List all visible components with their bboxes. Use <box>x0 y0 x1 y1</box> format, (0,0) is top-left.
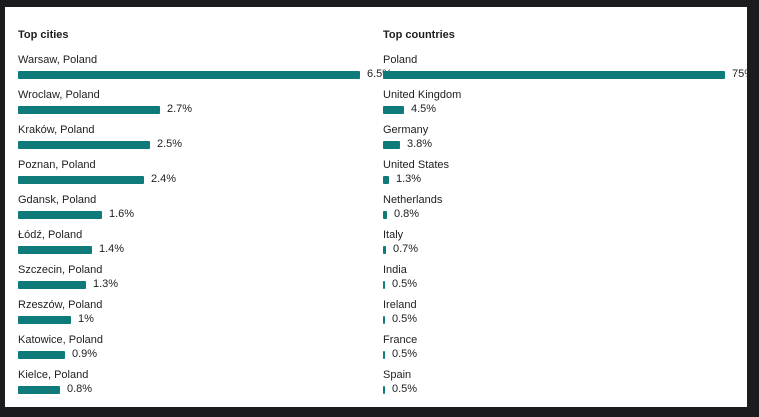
country-label: France <box>383 334 418 346</box>
city-value-label: 2.7% <box>167 103 193 115</box>
city-row: Warsaw, Poland 6.5% <box>18 54 392 89</box>
city-label: Gdansk, Poland <box>18 194 97 206</box>
country-row: United Kingdom 4.5% <box>383 89 740 124</box>
country-value-label: 0.5% <box>392 313 418 325</box>
city-label: Katowice, Poland <box>18 334 103 346</box>
country-row: United States 1.3% <box>383 159 740 194</box>
country-value-label: 0.5% <box>392 383 418 395</box>
country-bar <box>383 281 385 289</box>
country-row: Spain 0.5% <box>383 369 740 404</box>
country-label: Netherlands <box>383 194 443 206</box>
city-bar <box>18 316 71 324</box>
country-label: Ireland <box>383 299 417 311</box>
country-value-label: 4.5% <box>411 103 437 115</box>
city-row: Poznan, Poland 2.4% <box>18 159 378 194</box>
city-label: Łódź, Poland <box>18 229 83 241</box>
country-label: Italy <box>383 229 404 241</box>
country-label: Spain <box>383 369 412 381</box>
country-row: France 0.5% <box>383 334 740 369</box>
country-value-label: 75% <box>732 68 755 80</box>
city-label: Warsaw, Poland <box>18 54 98 66</box>
country-bar <box>383 141 400 149</box>
city-label: Kielce, Poland <box>18 369 89 381</box>
city-bar <box>18 351 65 359</box>
city-bar <box>18 281 86 289</box>
country-row: Poland 75% <box>383 54 754 89</box>
country-value-label: 0.8% <box>394 208 420 220</box>
city-value-label: 1% <box>78 313 94 325</box>
city-value-label: 0.8% <box>67 383 93 395</box>
country-bar <box>383 351 385 359</box>
country-row: Ireland 0.5% <box>383 299 740 334</box>
city-bar <box>18 106 160 114</box>
city-value-label: 2.5% <box>157 138 183 150</box>
city-value-label: 1.4% <box>99 243 125 255</box>
city-bar <box>18 71 360 79</box>
top-countries-title: Top countries <box>383 29 455 41</box>
country-bar <box>383 316 385 324</box>
country-value-label: 3.8% <box>407 138 433 150</box>
city-row: Katowice, Poland 0.9% <box>18 334 378 369</box>
country-value-label: 0.5% <box>392 278 418 290</box>
country-label: United Kingdom <box>383 89 462 101</box>
city-row: Kraków, Poland 2.5% <box>18 124 378 159</box>
country-bar <box>383 176 389 184</box>
city-label: Poznan, Poland <box>18 159 96 171</box>
city-row: Wroclaw, Poland 2.7% <box>18 89 378 124</box>
city-value-label: 1.3% <box>93 278 119 290</box>
top-cities-title: Top cities <box>18 29 69 41</box>
country-label: United States <box>383 159 450 171</box>
city-bar <box>18 211 102 219</box>
audience-card: Top cities Warsaw, Poland 6.5% Wroclaw, Po… <box>5 7 754 407</box>
country-row: India 0.5% <box>383 264 740 299</box>
city-label: Wroclaw, Poland <box>18 89 100 101</box>
city-label: Rzeszów, Poland <box>18 299 103 311</box>
city-bar <box>18 246 92 254</box>
city-bar <box>18 141 150 149</box>
city-row: Kielce, Poland 0.8% <box>18 369 378 404</box>
country-row: Italy 0.7% <box>383 229 740 264</box>
city-row: Łódź, Poland 1.4% <box>18 229 378 264</box>
city-label: Kraków, Poland <box>18 124 95 136</box>
country-value-label: 1.3% <box>396 173 422 185</box>
country-label: Germany <box>383 124 429 136</box>
city-row: Gdansk, Poland 1.6% <box>18 194 378 229</box>
country-label: Poland <box>383 54 418 66</box>
city-value-label: 2.4% <box>151 173 177 185</box>
city-bar <box>18 386 60 394</box>
city-value-label: 1.6% <box>109 208 135 220</box>
city-bar <box>18 176 144 184</box>
country-bar <box>383 246 386 254</box>
city-value-label: 0.9% <box>72 348 98 360</box>
country-value-label: 0.7% <box>393 243 419 255</box>
city-row: Szczecin, Poland 1.3% <box>18 264 378 299</box>
country-row: Germany 3.8% <box>383 124 740 159</box>
country-bar <box>383 386 385 394</box>
country-bar <box>383 106 404 114</box>
country-row: Netherlands 0.8% <box>383 194 740 229</box>
country-bar <box>383 71 725 79</box>
city-row: Rzeszów, Poland 1% <box>18 299 378 334</box>
country-bar <box>383 211 387 219</box>
country-value-label: 0.5% <box>392 348 418 360</box>
country-label: India <box>383 264 407 276</box>
city-label: Szczecin, Poland <box>18 264 103 276</box>
